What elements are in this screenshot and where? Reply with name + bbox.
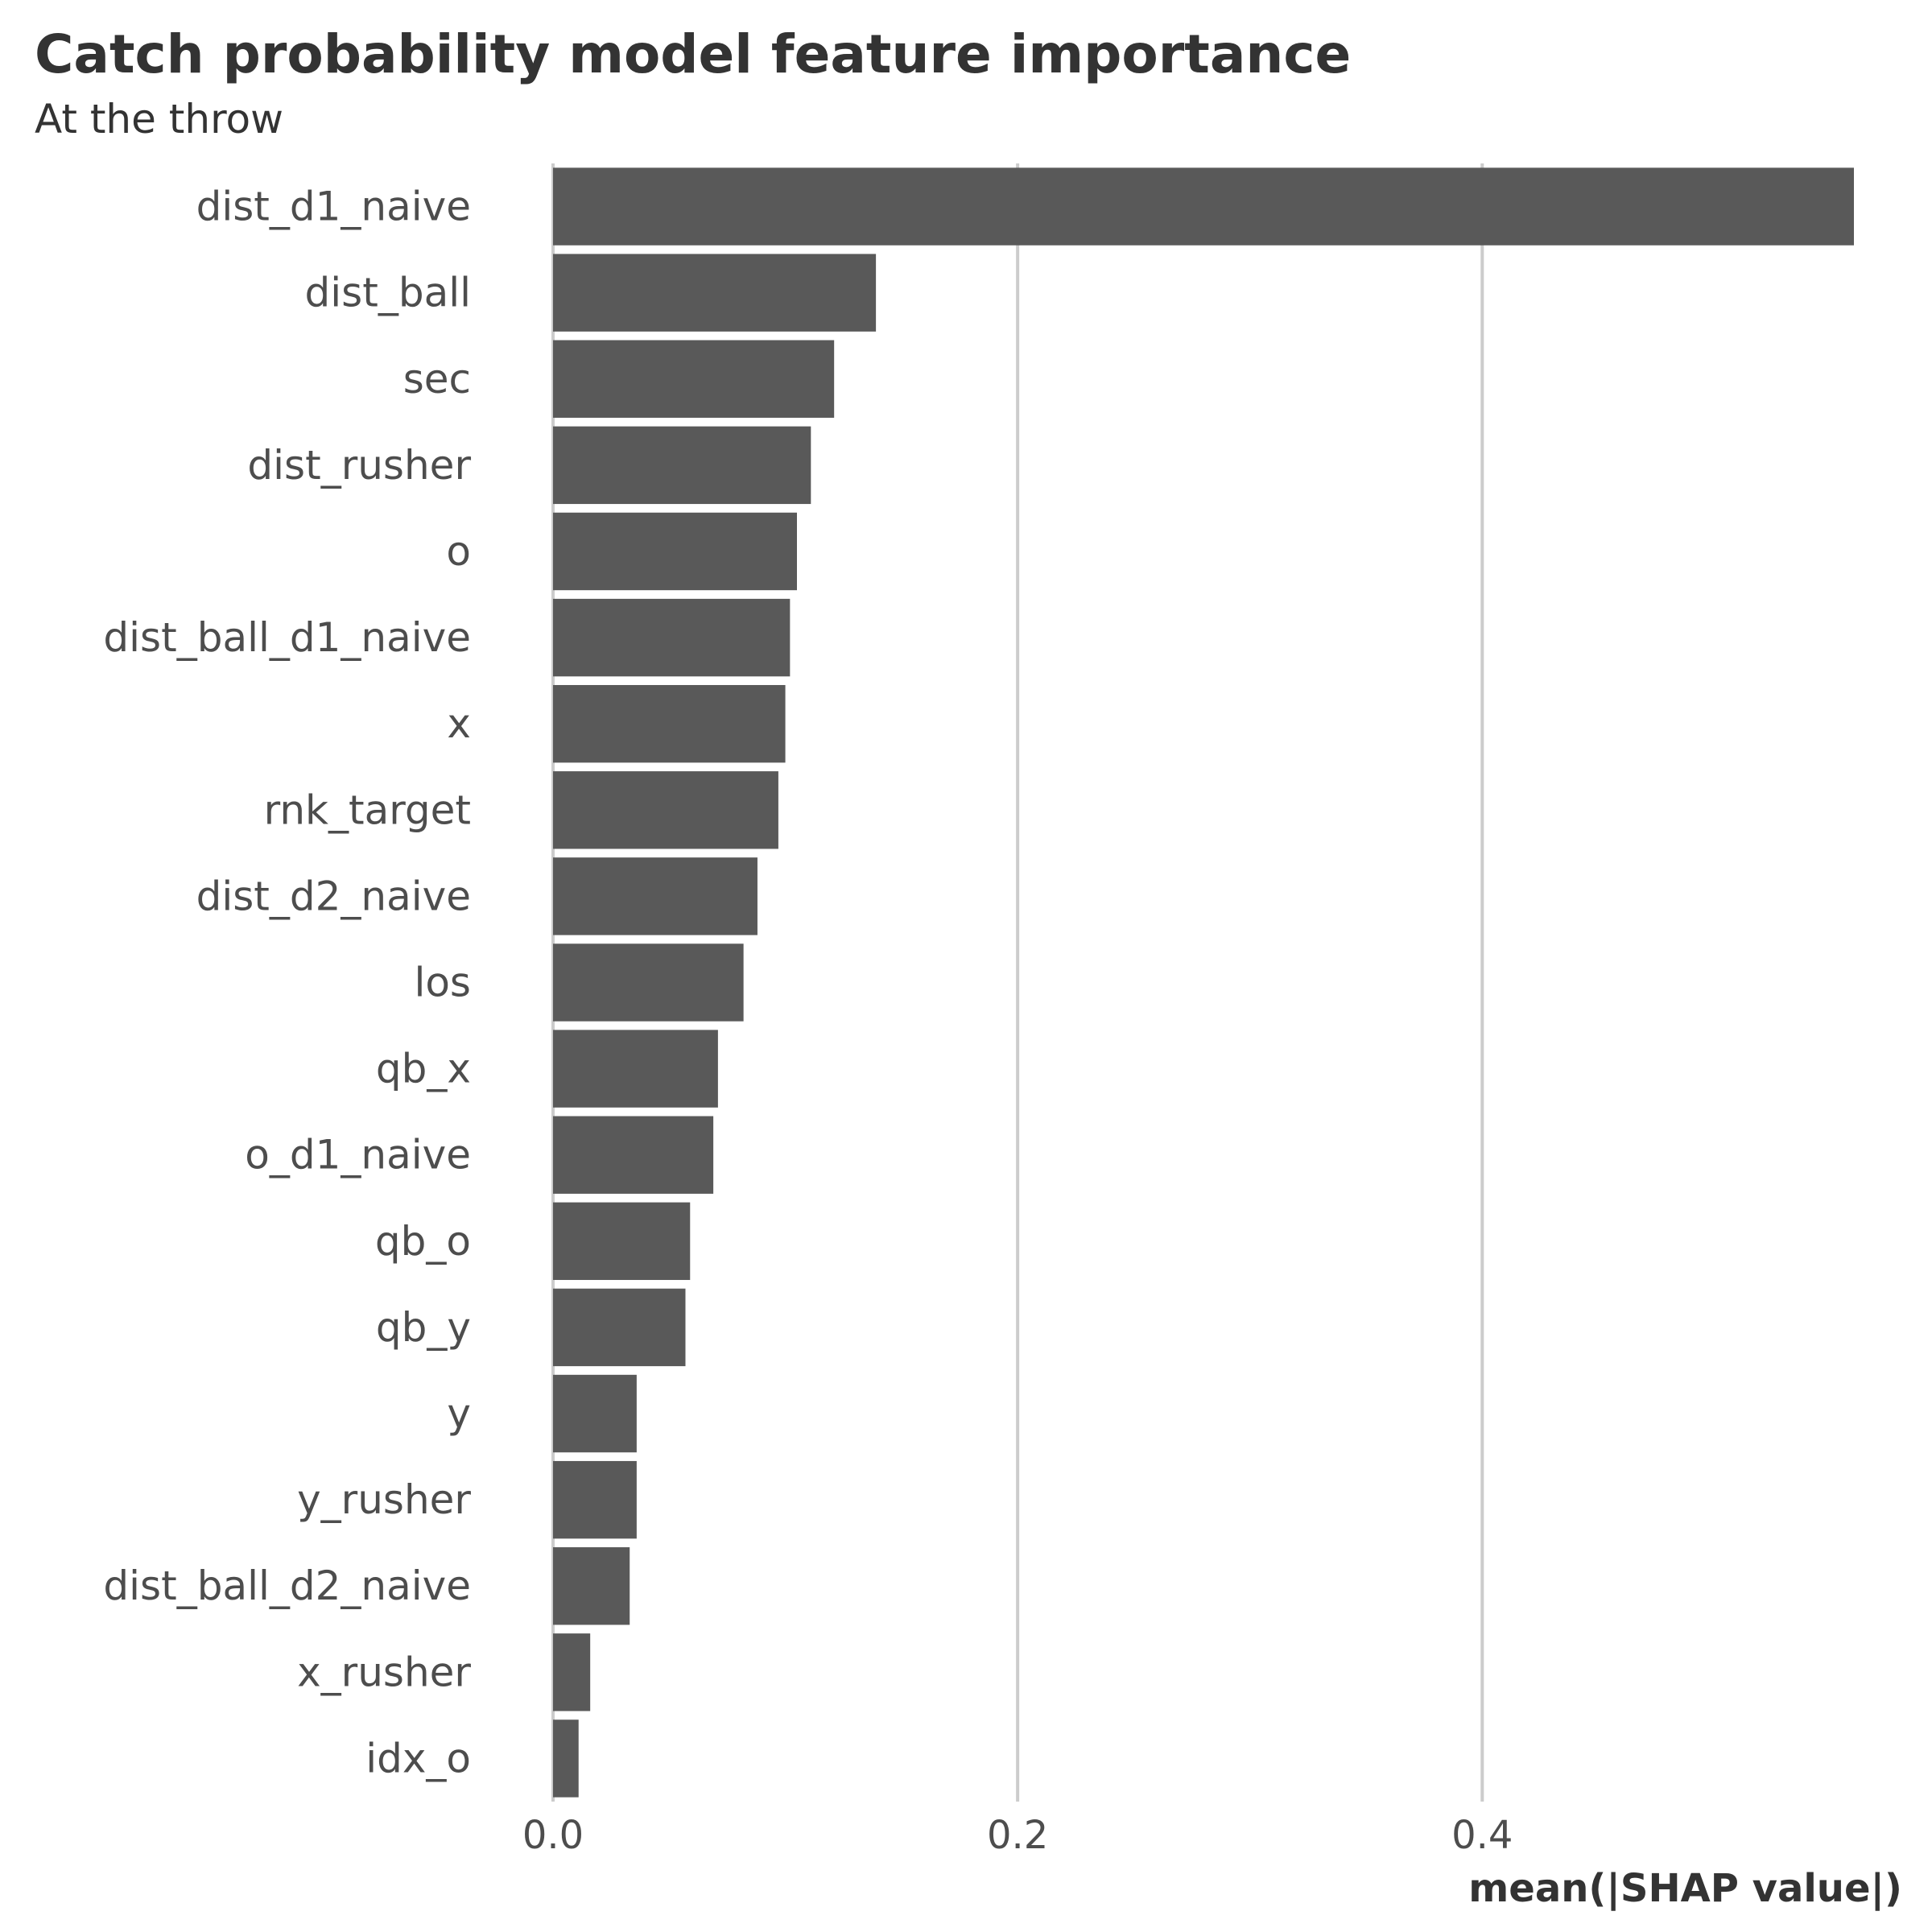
category-label: y [447, 1390, 471, 1437]
bar-qb-y [553, 1288, 686, 1367]
category-label: dist_d2_naive [196, 873, 471, 919]
category-label: rnk_target [264, 786, 471, 833]
x-tick-label: 0.2 [987, 1813, 1048, 1858]
x-tick-layer: 0.0 0.2 0.4 [522, 1813, 1513, 1858]
bar-idx-o [553, 1719, 579, 1798]
bar-dist-d1-naive [553, 167, 1854, 246]
bar-dist-ball-d1-naive [553, 598, 791, 677]
chart-title: Catch probability model feature importan… [35, 23, 1352, 85]
bar-layer [553, 167, 1854, 1798]
bar-los [553, 943, 744, 1022]
bar-y [553, 1374, 637, 1453]
bar-dist-ball [553, 254, 877, 332]
category-label: sec [403, 356, 471, 402]
x-axis-title: mean(|SHAP value|) [1468, 1866, 1902, 1911]
chart-subtitle: At the throw [35, 96, 284, 142]
bar-dist-rusher [553, 426, 811, 505]
category-label: dist_d1_naive [196, 184, 471, 230]
category-label: dist_ball [305, 270, 471, 316]
bar-x-rusher [553, 1633, 591, 1711]
bar-o-d1-naive [553, 1116, 714, 1194]
category-label: y_rusher [297, 1476, 471, 1523]
category-label: idx_o [365, 1735, 471, 1781]
bar-sec [553, 340, 835, 418]
category-label: dist_ball_d2_naive [103, 1563, 471, 1609]
category-label: qb_x [376, 1046, 471, 1092]
category-label: qb_o [375, 1218, 471, 1265]
category-label: dist_rusher [247, 442, 471, 489]
category-label: x_rusher [297, 1649, 471, 1695]
bar-y-rusher [553, 1460, 637, 1539]
category-label: dist_ball_d1_naive [103, 614, 471, 661]
bar-qb-o [553, 1202, 691, 1281]
category-label: o [446, 528, 471, 575]
category-label: o_d1_naive [245, 1132, 471, 1179]
bar-qb-x [553, 1030, 718, 1108]
bar-x [553, 684, 786, 763]
bar-dist-ball-d2-naive [553, 1547, 630, 1625]
category-label: x [447, 700, 471, 747]
category-label: los [414, 960, 471, 1006]
bar-rnk-target [553, 771, 778, 849]
x-tick-label: 0.4 [1451, 1813, 1513, 1858]
x-tick-label: 0.0 [522, 1813, 584, 1858]
category-label: qb_y [376, 1304, 471, 1351]
bar-dist-d2-naive [553, 857, 758, 935]
bar-o [553, 512, 797, 591]
